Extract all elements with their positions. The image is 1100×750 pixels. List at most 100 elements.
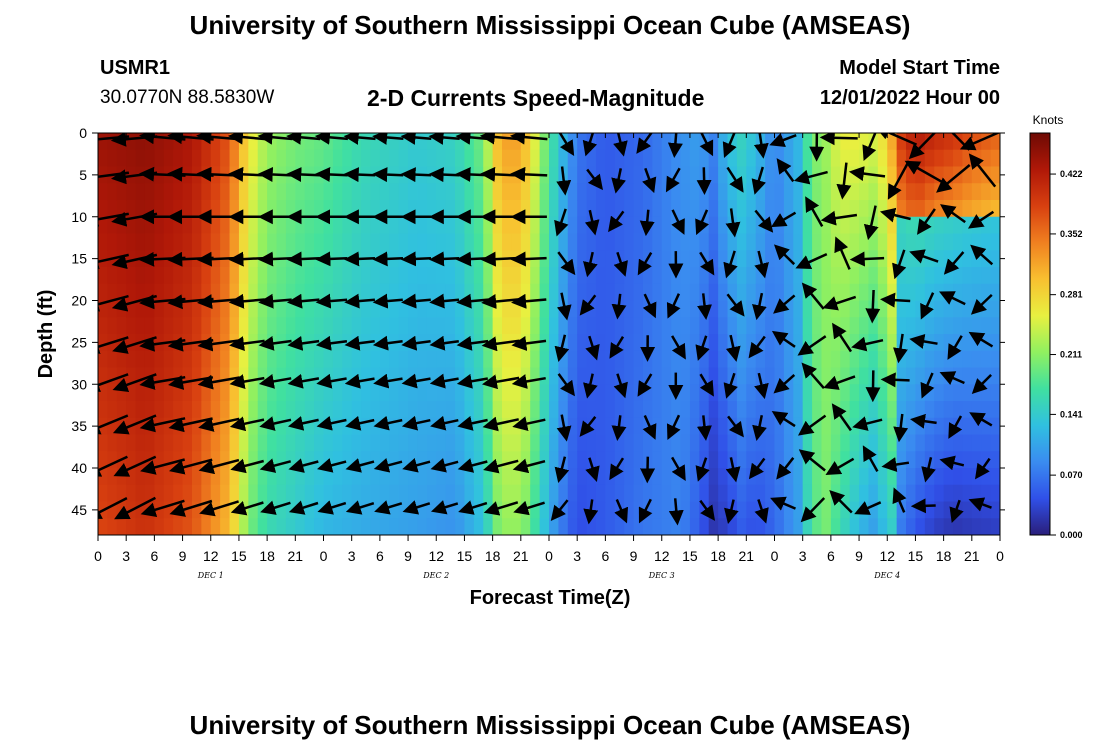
heatmap-cell <box>116 317 127 335</box>
heatmap-cell <box>455 367 466 385</box>
heatmap-cell <box>163 233 174 251</box>
heatmap-cell <box>257 384 268 402</box>
heatmap-cell <box>971 166 982 184</box>
heatmap-cell <box>746 149 757 168</box>
heatmap-cell <box>727 518 738 535</box>
heatmap-cell <box>990 250 1000 268</box>
heatmap-cell <box>765 250 776 268</box>
current-vector <box>401 415 431 431</box>
heatmap-cell <box>549 283 559 302</box>
current-vector <box>401 335 431 351</box>
heatmap-cell <box>342 384 353 402</box>
heatmap-cell <box>511 434 522 452</box>
heatmap-cell <box>680 417 691 436</box>
heatmap-cell <box>295 216 306 235</box>
heatmap-cell <box>173 233 184 251</box>
heatmap-cell <box>990 183 1000 201</box>
current-vector <box>893 333 908 364</box>
heatmap-cell <box>417 451 428 469</box>
heatmap-cell <box>718 183 729 201</box>
heatmap-cell <box>689 166 700 184</box>
heatmap-cell <box>567 401 578 419</box>
heatmap-cell <box>229 200 240 218</box>
heatmap-cell <box>746 350 757 369</box>
heatmap-cell <box>783 133 794 151</box>
heatmap-cell <box>840 183 851 201</box>
current-vector <box>455 167 490 183</box>
heatmap-cell <box>859 317 870 335</box>
heatmap-cell <box>135 300 146 318</box>
heatmap-cell <box>417 149 428 168</box>
heatmap-cell <box>144 317 155 335</box>
heatmap-cell <box>906 283 917 302</box>
heatmap-cell <box>436 183 447 201</box>
heatmap-cell <box>746 501 757 519</box>
heatmap-cell <box>126 283 137 302</box>
heatmap-cell <box>210 317 221 335</box>
heatmap-cell <box>981 350 992 369</box>
heatmap-cell <box>746 133 757 151</box>
heatmap-cell <box>135 149 146 168</box>
current-vector <box>723 372 738 399</box>
heatmap-cell <box>981 267 992 285</box>
current-vector <box>863 205 879 241</box>
heatmap-cell <box>539 149 550 168</box>
heatmap-cell <box>323 200 334 218</box>
current-vector <box>727 415 744 438</box>
heatmap-cell <box>821 501 832 519</box>
heatmap-cell <box>163 350 174 369</box>
current-vector <box>948 415 963 439</box>
heatmap-cell <box>408 401 419 419</box>
heatmap-cell <box>868 401 879 419</box>
heatmap-cell <box>727 401 738 419</box>
heatmap-cell <box>182 300 193 318</box>
heatmap-cell <box>408 384 419 402</box>
heatmap-cell <box>990 484 1000 503</box>
current-vector <box>401 373 431 389</box>
heatmap-cell <box>539 501 550 519</box>
heatmap-cell <box>332 434 343 452</box>
heatmap-cell <box>633 518 644 535</box>
heatmap-cell <box>671 200 682 218</box>
current-vector <box>287 335 320 351</box>
heatmap-cell <box>633 401 644 419</box>
heatmap-cell <box>483 401 494 419</box>
heatmap-cell <box>163 283 174 302</box>
heatmap-cell <box>511 233 522 251</box>
heatmap-cell <box>642 233 653 251</box>
heatmap-cell <box>812 350 823 369</box>
heatmap-cell <box>276 267 287 285</box>
heatmap-cell <box>539 468 550 486</box>
heatmap-cell <box>530 300 541 318</box>
heatmap-cell <box>802 384 813 402</box>
heatmap-cell <box>624 518 635 535</box>
current-vector <box>936 164 971 193</box>
heatmap-cell <box>624 283 635 302</box>
heatmap-cell <box>887 384 898 402</box>
heatmap-cell <box>924 468 935 486</box>
heatmap-cell <box>774 133 785 151</box>
heatmap-cell <box>483 484 494 503</box>
heatmap-cell <box>210 216 221 235</box>
heatmap-cell <box>577 451 588 469</box>
heatmap-cell <box>445 367 456 385</box>
heatmap-cell <box>220 451 231 469</box>
heatmap-cell <box>859 384 870 402</box>
plot-title: 2-D Currents Speed-Magnitude <box>367 85 705 111</box>
heatmap-cell <box>107 317 118 335</box>
heatmap-cell <box>473 216 484 235</box>
heatmap-cell <box>981 417 992 436</box>
current-vector <box>513 500 545 516</box>
heatmap-cell <box>483 267 494 285</box>
current-vector <box>345 500 375 515</box>
heatmap-cell <box>746 334 757 352</box>
heatmap-cell <box>671 300 682 318</box>
heatmap-cell <box>116 283 127 302</box>
heatmap-cell <box>229 468 240 486</box>
heatmap-cell <box>981 367 992 385</box>
heatmap-cell <box>276 216 287 235</box>
current-vector <box>970 244 994 266</box>
heatmap-cell <box>934 166 945 184</box>
heatmap-cell <box>990 501 1000 519</box>
heatmap-cell <box>755 350 766 369</box>
